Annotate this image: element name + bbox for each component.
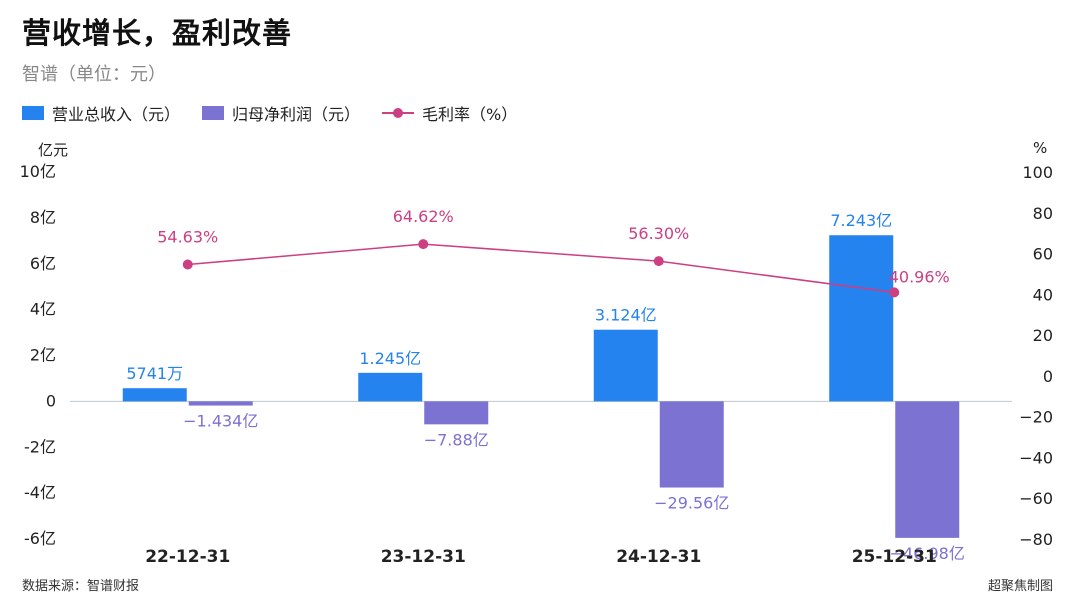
left-tick-label: -6亿: [24, 529, 56, 548]
legend-label-revenue: 营业总收入（元）: [52, 105, 181, 124]
revenue-bar: [358, 372, 423, 402]
profit-bar: [188, 401, 253, 406]
right-tick-label: 60: [1033, 245, 1053, 264]
profit-data-label: −7.88亿: [424, 430, 489, 449]
right-tick-label: 80: [1033, 204, 1053, 223]
left-tick-label: -4亿: [24, 483, 56, 502]
margin-data-label: 56.30%: [628, 224, 689, 243]
legend-swatch-revenue: [22, 106, 44, 120]
right-axis-unit: %: [1033, 139, 1048, 157]
revenue-data-label: 1.245亿: [359, 349, 421, 368]
margin-line: [187, 243, 895, 294]
right-tick-label: −20: [1019, 408, 1053, 427]
right-tick-label: −40: [1019, 448, 1053, 467]
left-tick-label: 2亿: [30, 346, 56, 365]
profit-bar: [895, 401, 960, 538]
chart-credit: 超聚焦制图: [988, 579, 1054, 594]
x-tick-label: 23-12-31: [381, 547, 466, 567]
x-tick-label: 25-12-31: [852, 547, 937, 567]
data-source: 数据来源：智谱财报: [22, 579, 140, 594]
margin-point: [182, 259, 193, 270]
left-axis-unit: 亿元: [38, 141, 69, 159]
left-tick-label: 0: [46, 391, 56, 410]
chart-subtitle: 智谱（单位：元）: [22, 64, 166, 85]
legend-item-revenue: 营业总收入（元）: [22, 101, 180, 125]
right-tick-label: −80: [1019, 530, 1053, 549]
right-tick-label: 20: [1033, 326, 1053, 345]
chart-title: 营收增长，盈利改善: [22, 16, 293, 50]
legend-item-profit: 归母净利润（元）: [202, 101, 360, 125]
revenue-bar: [593, 329, 658, 402]
margin-data-label: 40.96%: [889, 267, 950, 286]
revenue-data-label: 3.124亿: [595, 306, 657, 325]
revenue-data-label: 5741万: [126, 364, 183, 383]
margin-data-label: 54.63%: [157, 228, 218, 247]
left-tick-label: 4亿: [30, 300, 56, 319]
profit-data-label: −46.98亿: [890, 544, 965, 563]
profit-bar: [659, 401, 724, 488]
margin-point: [418, 239, 429, 250]
right-tick-label: −60: [1019, 489, 1053, 508]
profit-bar: [424, 401, 489, 425]
profit-data-label: −29.56亿: [654, 494, 729, 513]
x-tick-label: 22-12-31: [145, 547, 230, 567]
margin-data-label: 64.62%: [393, 207, 454, 226]
legend-label-profit: 归母净利润（元）: [232, 105, 361, 124]
legend-item-margin: 毛利率（%）: [382, 101, 517, 125]
legend-swatch-margin: [382, 106, 415, 120]
revenue-data-label: 7.243亿: [830, 211, 892, 230]
right-tick-label: 100: [1022, 163, 1053, 182]
legend: 营业总收入（元） 归母净利润（元） 毛利率（%）: [22, 101, 539, 125]
revenue-bar: [829, 235, 894, 402]
right-tick-label: 40: [1033, 285, 1053, 304]
left-tick-label: -2亿: [24, 437, 56, 456]
margin-point: [889, 287, 900, 298]
revenue-bar: [122, 388, 187, 402]
left-tick-label: 10亿: [20, 162, 56, 181]
x-tick-label: 24-12-31: [616, 547, 701, 567]
left-tick-label: 8亿: [30, 208, 56, 227]
profit-data-label: −1.434亿: [183, 412, 258, 431]
left-tick-label: 6亿: [30, 254, 56, 273]
right-tick-label: 0: [1043, 367, 1053, 386]
margin-point: [653, 256, 664, 267]
legend-swatch-profit: [202, 106, 225, 120]
legend-label-margin: 毛利率（%）: [422, 105, 518, 124]
